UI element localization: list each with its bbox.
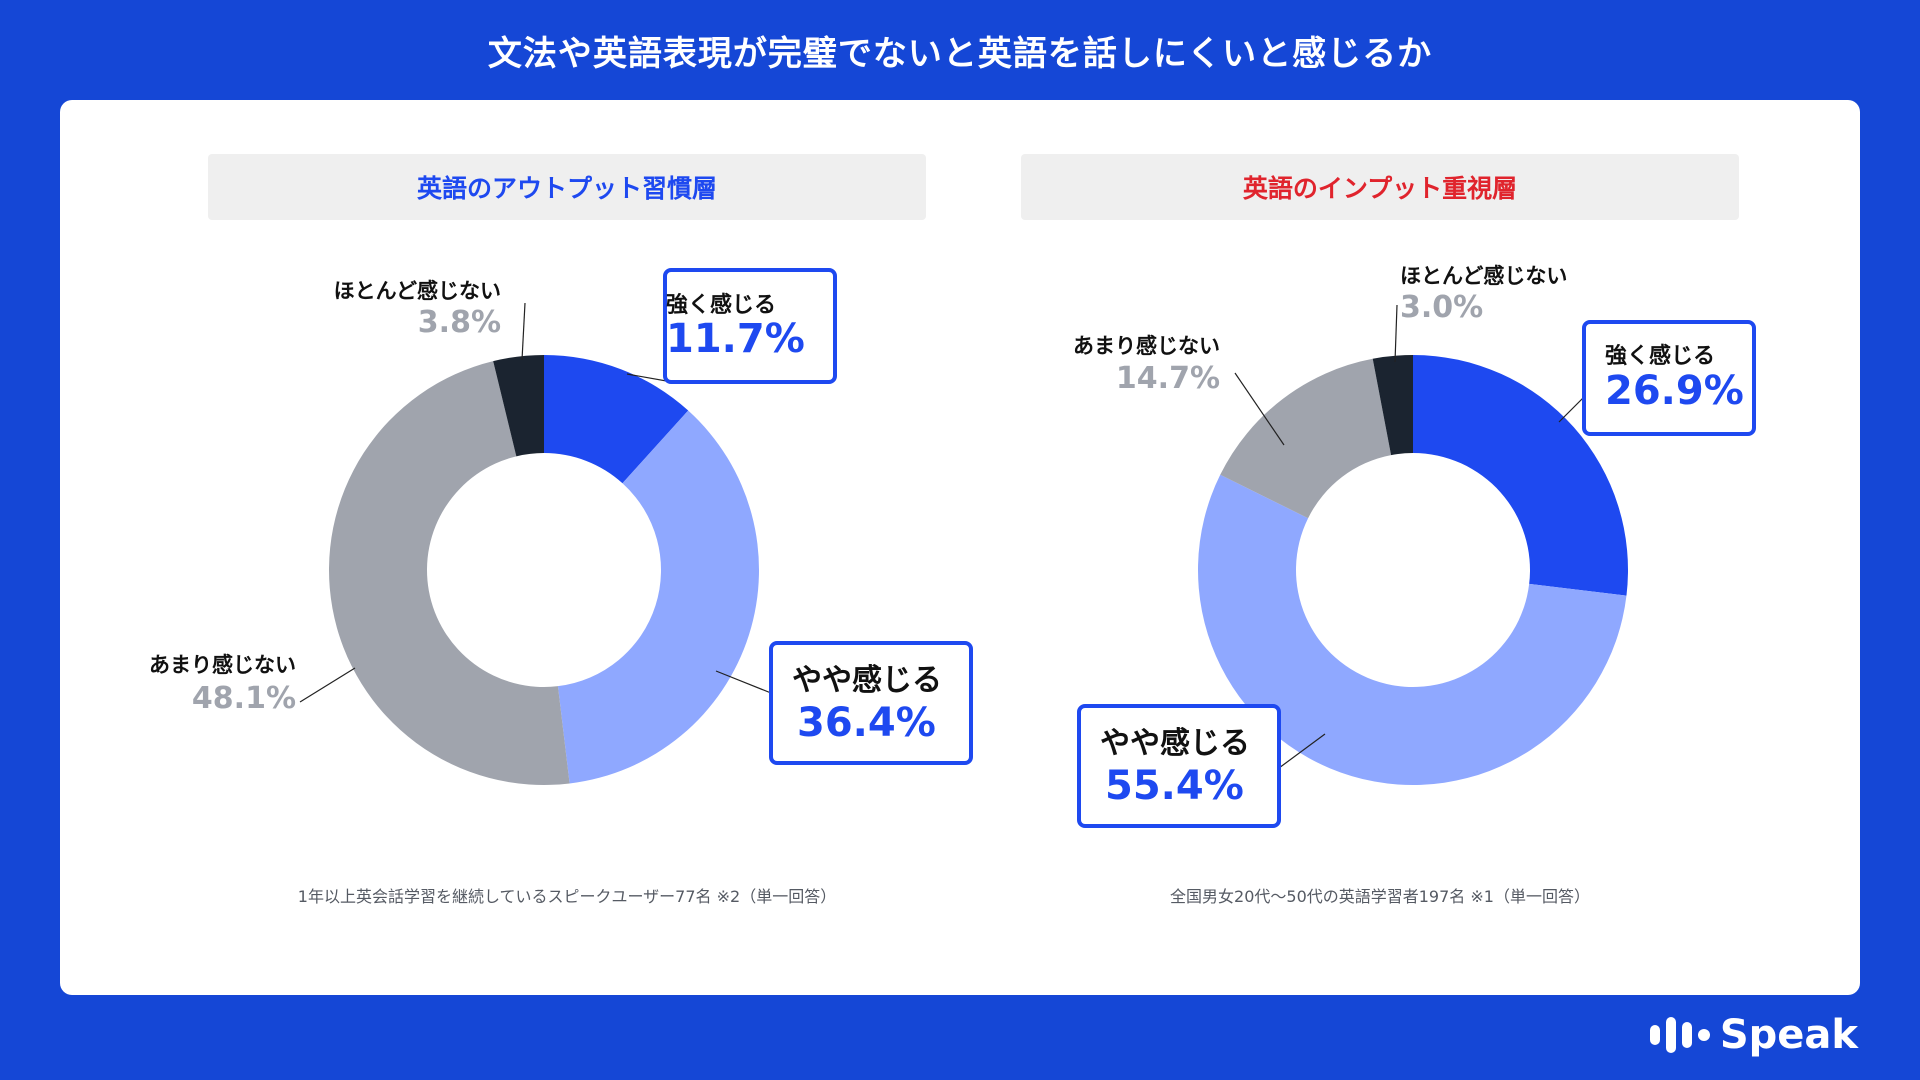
chart1-leader-line-3 [299,667,356,703]
chart2-slice-2 [1197,474,1627,786]
donut-charts: 強く感じる11.7%やや感じる36.4%あまり感じない48.1%ほとんど感じない… [149,264,1756,828]
chart1-value-3: 48.1% [192,681,296,716]
brand-name: Speak [1719,1012,1858,1058]
chart2-label-2: やや感じる [1100,726,1250,761]
chart1-callout-box-1 [663,268,837,384]
chart2-value-4: 3.0% [1400,290,1483,325]
chart2-callout-box-1 [1582,320,1756,436]
chart2-slice-4 [1372,355,1413,456]
chart2-slice-3 [1220,358,1392,519]
speak-logo: Speak [1649,1010,1858,1060]
chart1-callout-box-2 [769,641,973,765]
right-chart-note: 全国男女20代〜50代の英語学習者197名 ※1（単一回答） [1170,887,1590,906]
chart1-value-1: 11.7% [666,316,805,362]
chart2-leader-line-1 [1558,396,1585,423]
chart2-leader-line-2 [1278,733,1326,769]
chart2-label-3: あまり感じない [1073,334,1220,358]
chart1-slice-2 [557,410,760,784]
chart2-label-4: ほとんど感じない [1400,264,1567,288]
chart-card: 英語のアウトプット習慣層 英語のインプット重視層 強く感じる 11.7% やや感じる… [60,100,1860,995]
page-title: 文法や英語表現が完璧でないと英語を話しにくいと感じるか [487,34,1433,74]
chart1-label-1: 強く感じる [666,292,776,318]
chart1-label-2: やや感じる [792,663,942,698]
chart2-callout-box-2 [1077,704,1281,828]
left-chart-header: 英語のアウトプット習慣層 [208,154,926,220]
chart1-slice-1 [544,355,689,484]
chart2-slice-1 [1413,355,1628,596]
speak-logo-icon [1649,1017,1710,1053]
chart1-value-2: 36.4% [797,700,936,746]
chart2-value-1: 26.9% [1605,368,1744,414]
chart2-leader-line-4 [1394,304,1398,363]
right-chart-header: 英語のインプット重視層 [1021,154,1739,220]
chart2-value-2: 55.4% [1105,763,1244,809]
chart2-leader-line-3 [1234,372,1285,446]
left-chart-note: 1年以上英会話学習を継続しているスピークユーザー77名 ※2（単一回答） [297,887,837,906]
chart1-leader-line-4 [521,302,526,361]
chart1-slice-3 [328,361,570,786]
chart1-label-3: あまり感じない [149,653,296,677]
chart2-value-3: 14.7% [1116,361,1220,396]
chart1-slice-4 [493,355,544,457]
chart1-label-4: ほとんど感じない [334,279,501,303]
chart1-value-4: 3.8% [418,305,501,340]
chart2-label-1: 強く感じる [1605,343,1715,369]
chart1-leader-line-2 [715,670,772,694]
